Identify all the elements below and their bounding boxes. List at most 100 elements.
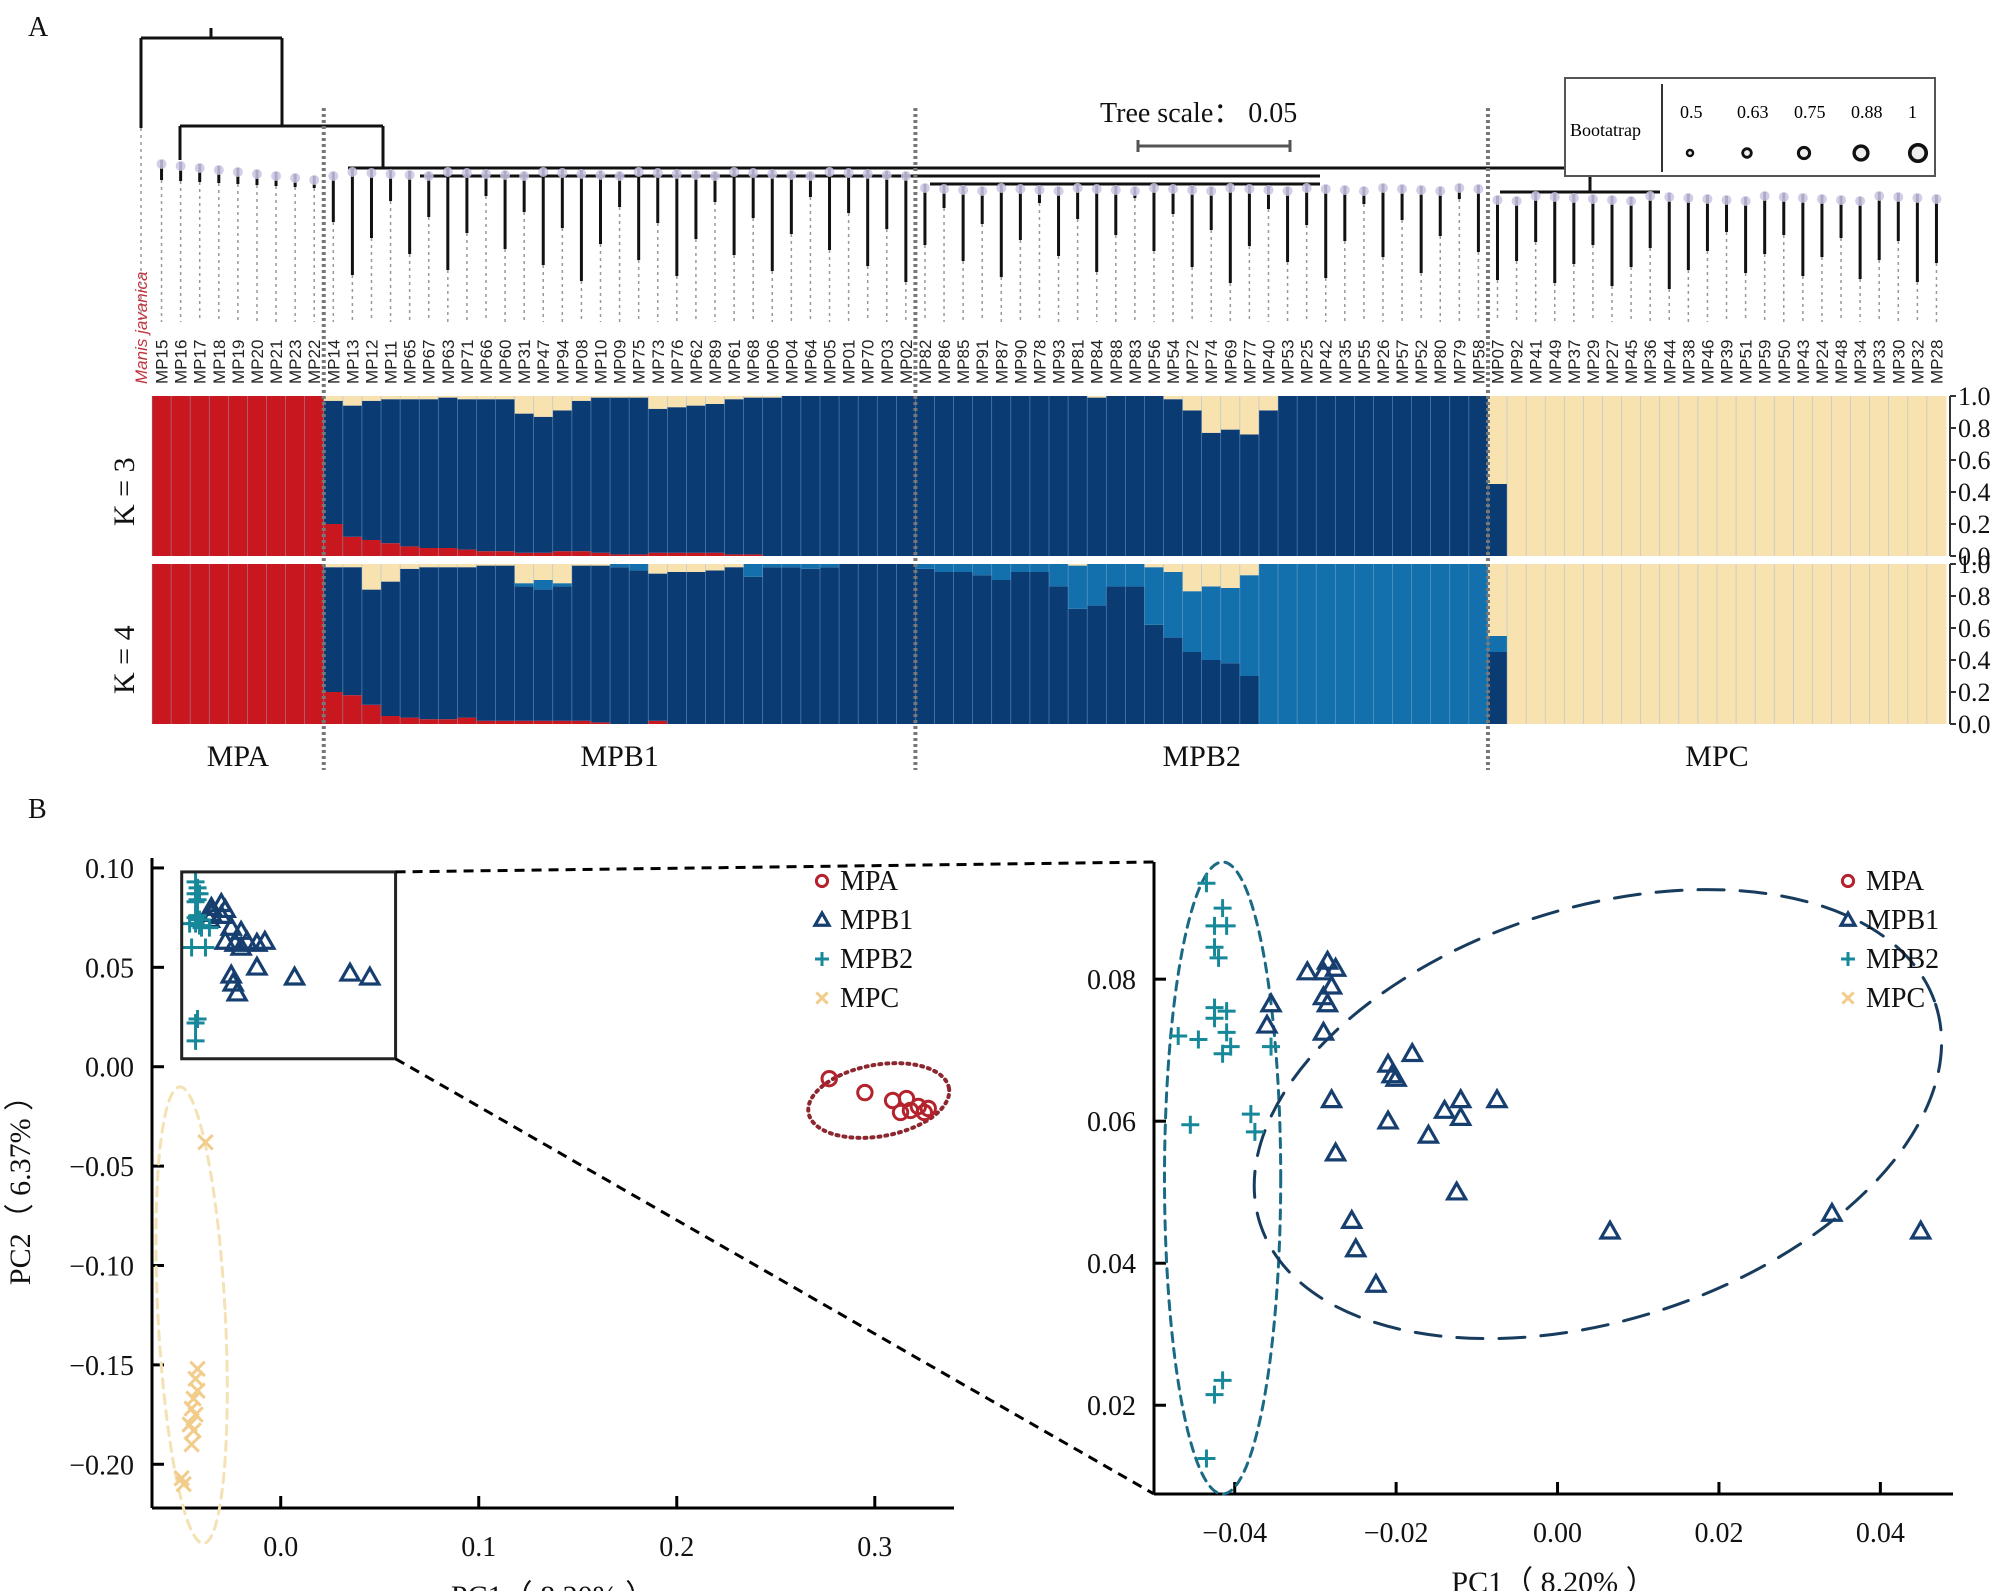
structure-bar-segment [839,396,859,556]
structure-bar-segment [285,396,306,556]
structure-bar-segment [400,564,420,569]
structure-bar-segment [1545,564,1565,724]
tip-label: MP34 [1851,340,1870,384]
structure-bar-segment [743,554,764,556]
structure-y-tick-label: 0.8 [1958,414,1991,443]
population-label: MPB1 [580,740,658,773]
structure-bar-segment [781,567,802,724]
structure-bar-segment [1220,588,1241,664]
structure-bar-segment [342,396,363,406]
structure-bar-segment [1239,575,1260,676]
tip-label: MP35 [1336,340,1355,384]
bootstrap-node-icon [939,184,950,194]
structure-bar-segment [1010,564,1031,572]
point-mpb1-triangle [225,980,249,1002]
bootstrap-node-icon [862,169,873,179]
bootstrap-node-icon [557,168,568,178]
structure-bar-segment [476,564,496,566]
bootstrap-circle-icon [1685,148,1695,158]
tip-label: MP11 [382,341,401,384]
structure-bar-segment [514,413,535,553]
tip-label: MP67 [420,340,439,384]
bootstrap-node-icon [1034,185,1045,195]
structure-bar-segment [1831,564,1851,724]
bootstrap-node-icon [1836,195,1847,205]
structure-bar-segment [1258,396,1279,411]
structure-bar-segment [361,704,382,724]
tip-label: MP43 [1794,340,1813,384]
tip-label: MP55 [1355,340,1374,384]
x-tick-label: 0.2 [659,1532,694,1563]
structure-bar-segment [667,407,687,553]
structure-bar-segment [1487,652,1508,724]
point-mpb1-triangle [282,965,307,986]
population-label: MPB2 [1162,740,1240,773]
bootstrap-node-icon [1607,195,1618,205]
tip-label: MP51 [1737,340,1756,384]
bootstrap-node-icon [748,168,759,178]
bootstrap-node-icon [1683,193,1694,203]
bootstrap-node-icon [824,167,835,177]
structure-bar-segment [858,564,878,724]
structure-y-tick-label: 0.6 [1958,614,1991,643]
tip-label: MP84 [1088,340,1107,384]
point-mpb1-triangle [1485,1087,1509,1109]
structure-bar-segment [304,396,325,556]
bootstrap-node-icon [1511,196,1522,206]
point-mpb2-plus [186,892,205,911]
point-mpc-x [1841,991,1855,1005]
structure-bar-segment [171,564,191,724]
structure-bar-segment [819,564,840,568]
tip-label: MP63 [439,340,458,384]
point-mpb2-plus [1205,938,1224,957]
point-mpb1-triangle [1315,991,1340,1013]
tip-label: MP64 [801,340,820,384]
structure-bar-segment [648,408,668,553]
y-tick-label: 0.08 [1087,965,1136,996]
structure-bar-segment [629,554,649,556]
tip-label: MP40 [1259,340,1278,384]
phylogenetic-tree: MP15 MP16 MP17 MP18 MP19 MP20 MP21 MP23 MP22 MP14… [132,28,1946,384]
pca-full-plot: 0.0 0.1 0.2 0.3 0.10 0.05 0.00 −0.05 −0.10 −0.15 −… [4,854,954,1591]
tip-label: MP18 [210,340,229,384]
structure-bar-segment [858,396,878,556]
x-tick-label: 0.3 [857,1532,892,1563]
bootstrap-node-icon [786,170,797,180]
bootstrap-node-icon [366,168,377,178]
structure-bar-segment [552,396,573,411]
structure-bar-segment [1774,564,1794,724]
cluster-ellipse-mpb1 [1252,888,1944,1341]
structure-bar-segment [1487,484,1508,556]
structure-bar-segment [1239,564,1260,576]
tip-label: MP48 [1832,340,1851,384]
bootstrap-node-icon [404,170,415,180]
tip-label: MP12 [362,340,381,384]
point-mpb1-triangle [253,929,277,950]
tip-label: MP88 [1107,340,1126,384]
point-mpb1-triangle [1432,1098,1457,1119]
structure-bar-segment [514,564,535,584]
structure-bar-segment [419,399,439,548]
bootstrap-node-icon [881,170,892,180]
tip-label: MP25 [1298,340,1317,384]
bootstrap-node-icon [175,161,186,171]
x-tick-label: −0.02 [1364,1518,1429,1549]
cluster-ellipse-mpb2 [1162,860,1283,1496]
tip-label: MP89 [706,340,725,384]
structure-bar-segment [400,717,420,724]
structure-bar-segment [743,397,764,555]
structure-y-tick-label: 0.2 [1958,510,1991,539]
structure-bar-segment [1736,564,1756,724]
structure-bar-segment [1087,396,1107,398]
structure-bar-segment [342,567,363,696]
bootstrap-node-icon [1759,191,1770,201]
structure-bar-segment [1087,605,1107,724]
tip-label: MP62 [687,340,706,384]
structure-bar-segment [1297,564,1317,724]
structure-bar-segment [1029,396,1050,556]
structure-bar-segment [1144,564,1164,568]
point-mpc-x [189,1382,206,1399]
structure-bar-segment [457,399,477,550]
tip-label: MP29 [1584,340,1603,384]
bootstrap-node-icon [213,165,224,175]
